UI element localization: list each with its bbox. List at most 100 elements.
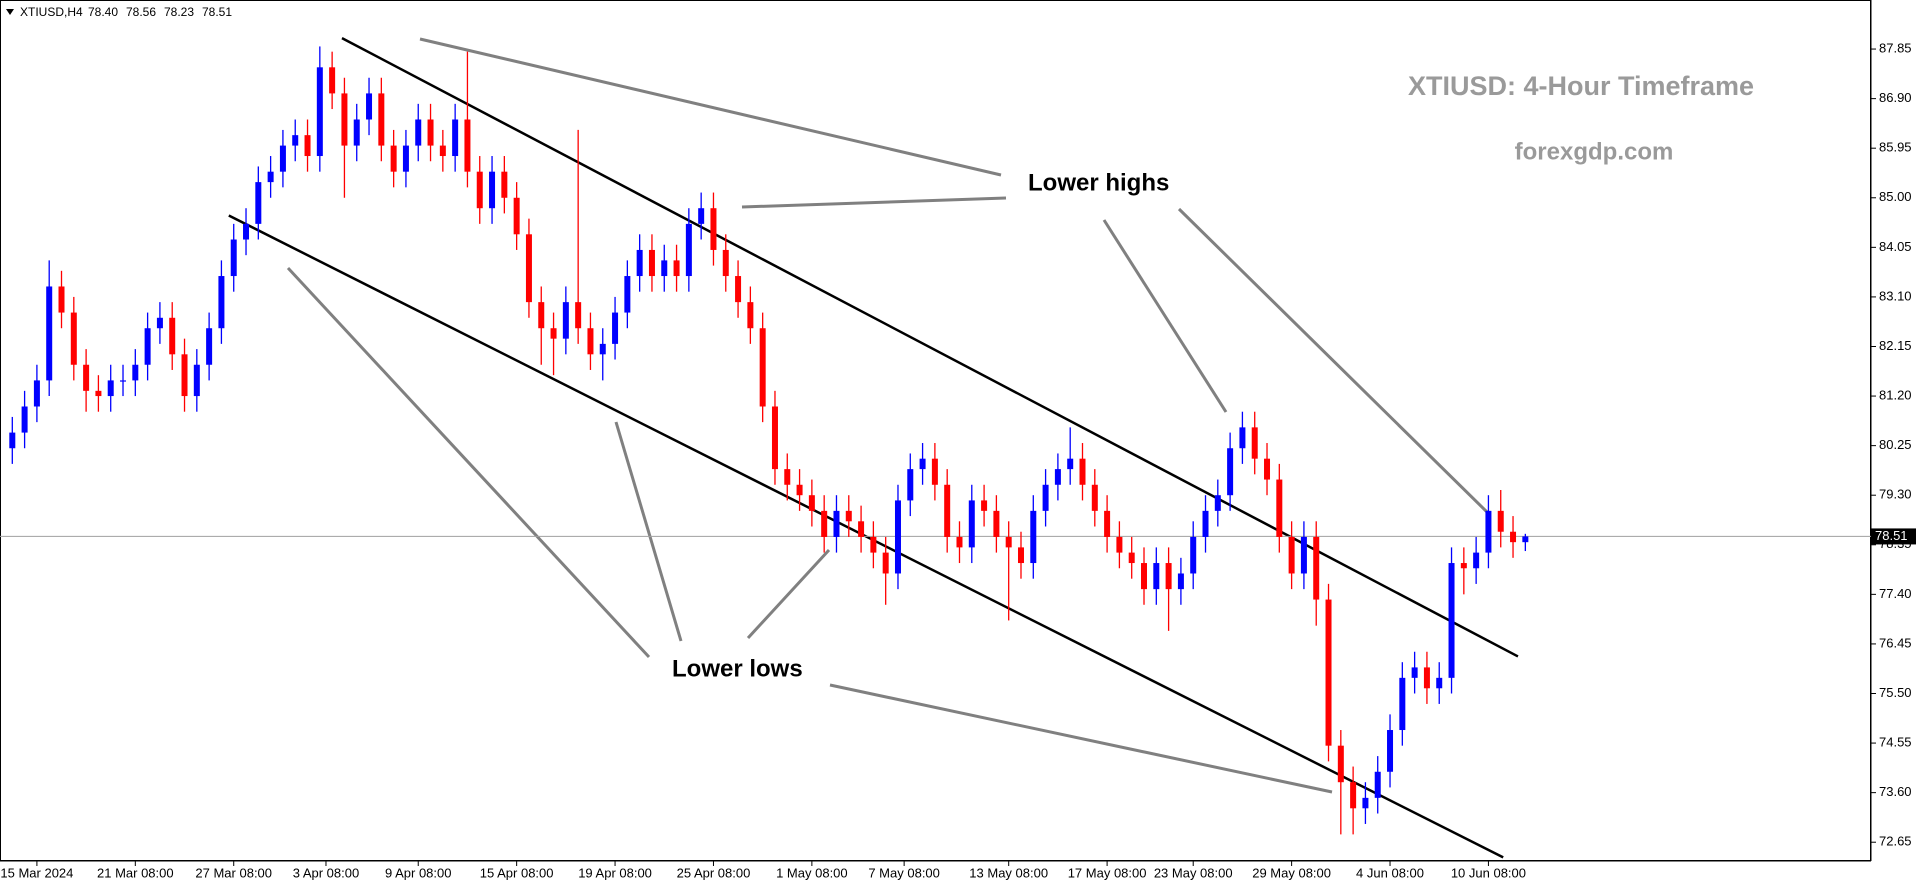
y-tick-label: 76.45 — [1879, 635, 1912, 650]
candle-body — [316, 67, 323, 157]
arrow — [286, 266, 651, 659]
y-tick-label: 85.00 — [1879, 189, 1912, 204]
header-value: 78.56 — [126, 5, 156, 19]
candle-body — [267, 171, 274, 183]
candle-body — [648, 249, 655, 277]
candle-body — [439, 145, 446, 157]
candle-body — [1042, 484, 1049, 511]
y-tick-label: 87.85 — [1879, 40, 1912, 55]
candle-body — [464, 119, 471, 172]
candle-body — [944, 484, 951, 537]
channel-line — [341, 36, 1519, 658]
candle-body — [70, 312, 77, 365]
candle-body — [402, 145, 409, 172]
candle-body — [1350, 782, 1357, 809]
y-tick-label: 72.65 — [1879, 834, 1912, 849]
candle-body — [83, 364, 90, 391]
candle-body — [132, 364, 139, 381]
annotation: Lower highs — [1028, 169, 1169, 196]
header-value: 78.23 — [164, 5, 194, 19]
candle-body — [9, 432, 16, 449]
x-tick-label: 9 Apr 08:00 — [385, 865, 452, 880]
y-tick-label: 82.15 — [1879, 338, 1912, 353]
y-tick-label: 75.50 — [1879, 685, 1912, 700]
candle-body — [144, 328, 151, 365]
candle-body — [1399, 677, 1406, 731]
candle-body — [46, 286, 53, 381]
arrow — [1177, 207, 1489, 514]
x-tick-label: 1 May 08:00 — [776, 865, 848, 880]
candle-body — [612, 312, 619, 344]
candle-body — [1030, 510, 1037, 564]
x-tick-label: 29 May 08:00 — [1252, 865, 1331, 880]
x-tick-label: 10 Jun 08:00 — [1451, 865, 1526, 880]
candle-body — [673, 260, 680, 277]
candle-body — [279, 145, 286, 172]
arrow — [741, 196, 1007, 209]
candle-body — [771, 406, 778, 470]
candle-body — [1473, 552, 1480, 569]
watermark-title: XTIUSD: 4-Hour Timeframe — [1408, 71, 1754, 101]
candle-body — [415, 119, 422, 146]
x-tick-label: 3 Apr 08:00 — [293, 865, 360, 880]
candle-body — [1116, 536, 1123, 553]
plot-frame — [0, 0, 1871, 861]
x-tick-label: 25 Apr 08:00 — [677, 865, 751, 880]
arrow — [419, 37, 1002, 177]
candle-body — [1251, 427, 1258, 459]
y-tick-label: 79.30 — [1879, 487, 1912, 502]
candle-body — [722, 249, 729, 277]
candle-body — [1313, 536, 1320, 600]
candle-body — [243, 223, 250, 240]
candle-body — [562, 302, 569, 339]
candle-body — [341, 93, 348, 146]
y-tick-label: 73.60 — [1879, 784, 1912, 799]
candle-body — [710, 208, 717, 250]
candle-body — [981, 500, 988, 511]
candle-body — [1325, 599, 1332, 746]
candle-body — [21, 406, 28, 433]
arrow — [829, 683, 1333, 794]
candle-body — [353, 119, 360, 146]
x-tick-label: 21 Mar 08:00 — [97, 865, 174, 880]
candle-body — [1374, 771, 1381, 798]
candle-body — [1460, 563, 1467, 569]
candle-body — [1522, 536, 1529, 543]
candle-body — [366, 93, 373, 120]
candle-body — [808, 495, 815, 511]
candle-body — [1423, 667, 1430, 689]
candle-body — [1510, 531, 1517, 543]
x-tick-label: 23 May 08:00 — [1154, 865, 1233, 880]
x-tick-label: 7 May 08:00 — [868, 865, 940, 880]
candle-body — [1362, 797, 1369, 809]
x-tick-label: 17 May 08:00 — [1068, 865, 1147, 880]
candle-body — [1288, 536, 1295, 574]
candle-body — [698, 208, 705, 224]
candle-body — [58, 286, 65, 313]
y-tick-label: 84.05 — [1879, 239, 1912, 254]
symbol-menu-icon — [6, 9, 14, 15]
candle-body — [1276, 479, 1283, 537]
header-value: 78.51 — [202, 5, 232, 19]
candle-body — [931, 458, 938, 485]
candle-body — [845, 510, 852, 522]
x-tick-label: 4 Jun 08:00 — [1356, 865, 1424, 880]
candle-body — [476, 171, 483, 209]
candle-body — [968, 500, 975, 548]
candle-body — [255, 182, 262, 224]
x-tick-label: 15 Mar 2024 — [0, 865, 73, 880]
y-tick-label: 77.40 — [1879, 586, 1912, 601]
candle-body — [907, 469, 914, 501]
candle-body — [1436, 677, 1443, 689]
candle-body — [1128, 552, 1135, 564]
y-tick-label: 83.10 — [1879, 288, 1912, 303]
candle-body — [599, 343, 606, 355]
arrow — [746, 548, 831, 640]
candle-body — [575, 302, 582, 329]
candle-body — [538, 302, 545, 329]
candle-body — [156, 317, 163, 329]
arrow — [614, 421, 683, 642]
watermark-subtitle: forexgdp.com — [1515, 138, 1674, 165]
candle-body — [1165, 563, 1172, 590]
